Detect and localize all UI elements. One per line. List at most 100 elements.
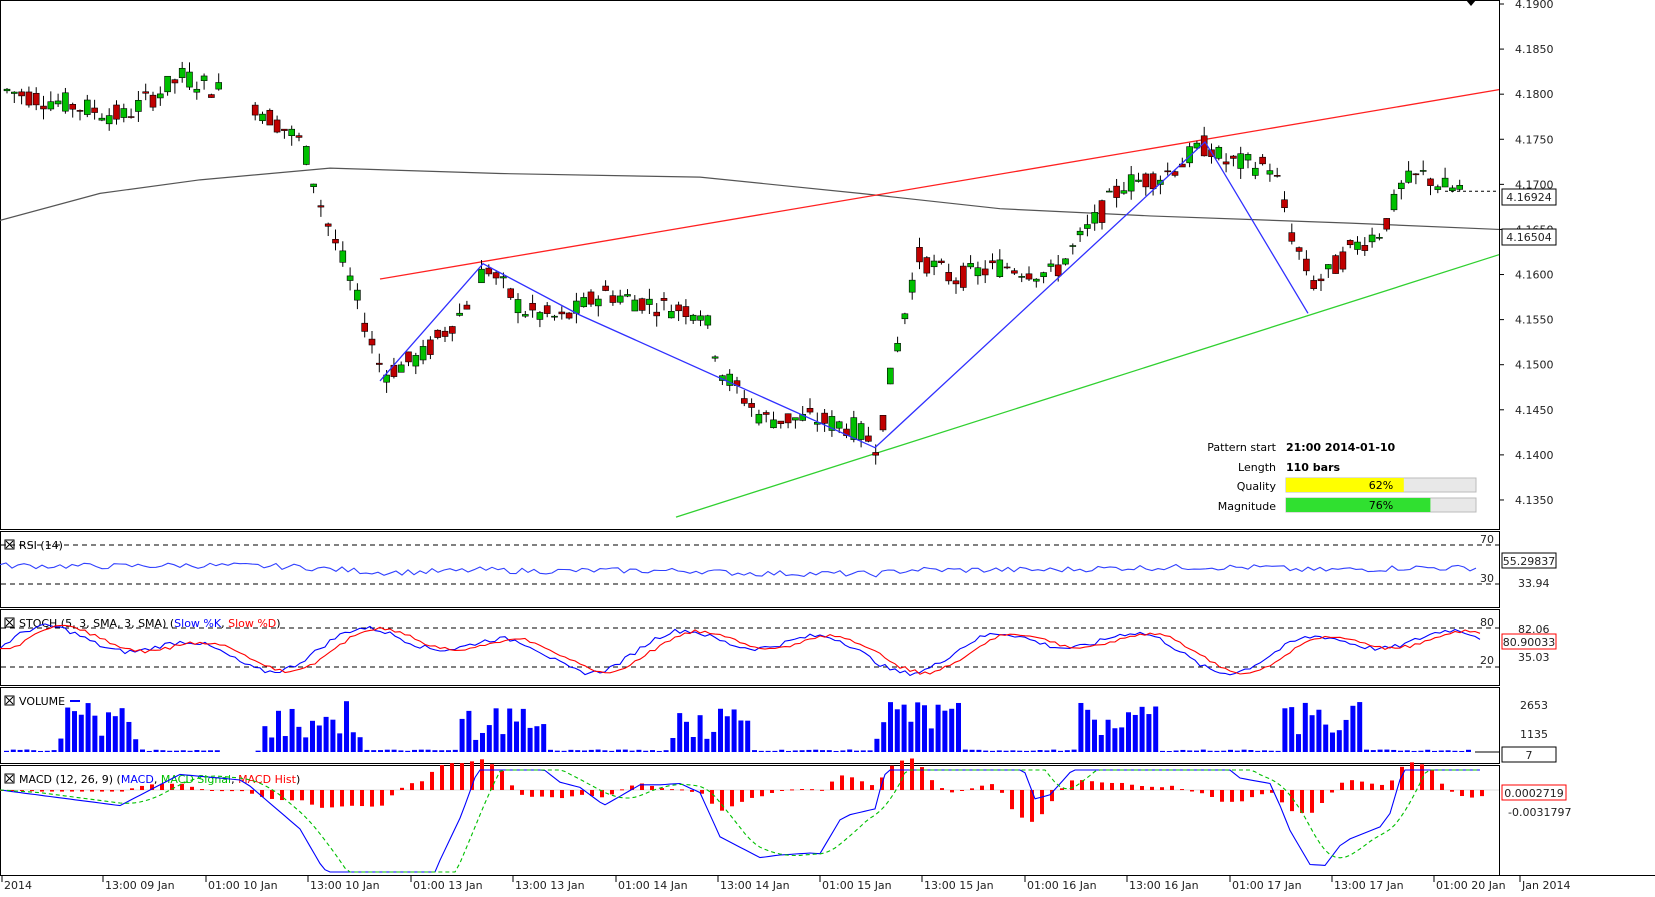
volume-bar (684, 721, 689, 752)
volume-bar (78, 714, 84, 752)
volume-bar (1391, 749, 1397, 752)
volume-bar (1207, 750, 1213, 752)
candle (346, 267, 354, 291)
candle (558, 306, 566, 320)
volume-bar (1180, 749, 1186, 752)
magnitude-bar-fill (1286, 498, 1431, 512)
volume-bar (983, 750, 989, 752)
candle (784, 413, 792, 429)
candle (653, 303, 661, 327)
macd-title: MACD (12, 26, 9) (MACD, MACD Signal, MAC… (19, 773, 300, 786)
volume-bar (262, 726, 268, 752)
volume-bar (636, 749, 642, 752)
candle (113, 100, 120, 125)
macd-hist-bar (180, 783, 184, 790)
candle (120, 103, 128, 123)
macd-hist-bar (1240, 790, 1244, 802)
volume-bar (826, 750, 832, 752)
pattern-start-value: 21:00 2014-01-10 (1286, 441, 1396, 454)
macd-hist-bar (790, 789, 794, 791)
volume-bar (133, 739, 139, 752)
volume-bar (1364, 749, 1369, 752)
macd-hist-bar (110, 790, 114, 792)
candle (1354, 236, 1361, 255)
candle (573, 292, 580, 324)
macd-hist-bar (10, 790, 14, 791)
volume-bar (486, 725, 492, 752)
volume-bar (1051, 749, 1057, 752)
macd-hist-bar (1010, 790, 1014, 810)
volume-bar (1357, 702, 1363, 752)
candle (938, 258, 945, 265)
macd-hist-bar (160, 783, 164, 790)
macd-hist-bar (450, 763, 454, 790)
volume-bar (439, 750, 445, 752)
volume-panel: VOLUME 2653 1135 7 (4, 695, 1557, 763)
pattern-quality-label: Quality (1237, 480, 1277, 493)
candle (1084, 214, 1091, 237)
volume-bar (153, 749, 159, 752)
volume-bar (779, 749, 785, 752)
macd-panel: MACD (12, 26, 9) (MACD, MACD Signal, MAC… (0, 758, 1571, 873)
stoch-panel: STOCH (5, 3, SMA, 3, SMA) (Slow %K, Slow… (0, 616, 1557, 677)
macd-hist-bar (80, 790, 84, 792)
volume-bar (10, 749, 16, 752)
volume-bars-layer (4, 701, 1499, 753)
macd-hist-bar (550, 790, 554, 798)
volume-bar (1398, 750, 1403, 752)
volume-bar (1323, 724, 1329, 752)
volume-bar (711, 731, 717, 752)
volume-bar (806, 749, 812, 752)
volume-bar (1411, 750, 1417, 752)
stoch-k-legend: Slow %K (174, 617, 222, 630)
volume-bar (928, 728, 934, 752)
macd-hist-bar (150, 784, 154, 790)
time-tick-label: 01:00 16 Jan (1027, 879, 1097, 892)
candle (828, 410, 836, 437)
candle (609, 290, 617, 306)
volume-bar (697, 715, 703, 752)
volume-bar (378, 750, 383, 752)
volume-bar (588, 749, 594, 752)
volume-bar (901, 704, 907, 752)
price-tick-label: 4.1550 (1515, 314, 1554, 327)
candle (1441, 167, 1449, 188)
macd-hist-bar (750, 790, 754, 798)
volume-bar (1289, 707, 1295, 752)
volume-bar (466, 710, 472, 752)
candle (894, 336, 901, 353)
candle (1346, 239, 1354, 249)
quality-bar-fill (1286, 478, 1404, 492)
volume-bar (670, 737, 676, 752)
stoch-k-line (0, 623, 1481, 677)
macd-hist-bar (760, 790, 764, 797)
volume-bar (425, 749, 431, 752)
ma-value-label: 4.16504 (1506, 231, 1552, 244)
macd-hist-bar (1020, 790, 1024, 818)
candle (1222, 153, 1230, 173)
macd-hist-bar (190, 786, 194, 790)
candle (1456, 179, 1463, 192)
candle (740, 390, 748, 407)
volume-bar (738, 720, 744, 752)
volume-bar (58, 738, 64, 752)
macd-hist-bar (1030, 790, 1034, 822)
macd-hist-bar (960, 790, 964, 791)
candle (616, 289, 624, 305)
volume-bar (656, 750, 662, 752)
volume-bar (140, 749, 145, 752)
volume-bar (214, 750, 220, 752)
resistance-line (379, 89, 1500, 280)
scroll-marker-icon[interactable] (1466, 0, 1476, 6)
time-tick-label: 01:00 14 Jan (618, 879, 688, 892)
candle (419, 339, 427, 365)
macd-hist-bar (640, 783, 644, 790)
volume-bar (1058, 750, 1063, 752)
volume-bar (38, 750, 43, 752)
volume-bar (1010, 750, 1016, 752)
candle (1281, 191, 1288, 213)
macd-hist-bar (1170, 785, 1174, 790)
close-icon (5, 540, 14, 549)
macd-hist-bar (1400, 766, 1404, 790)
